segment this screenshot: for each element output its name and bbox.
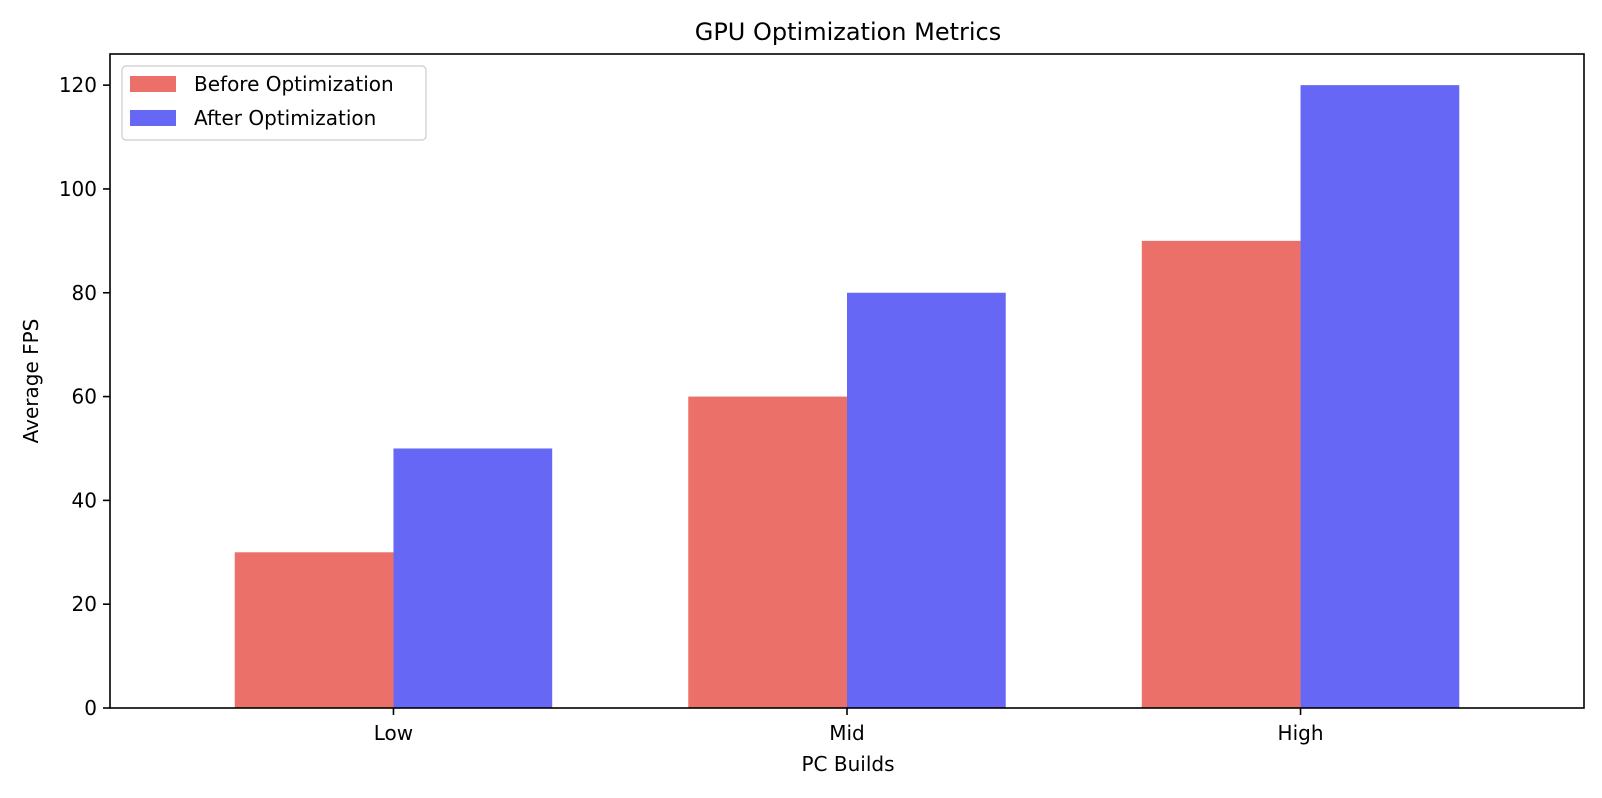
bar-after-high [1300, 85, 1460, 708]
chart-title: GPU Optimization Metrics [695, 18, 1002, 46]
y-axis-title: Average FPS [19, 319, 43, 444]
bars-layer [234, 85, 1460, 708]
y-tick-label: 0 [84, 696, 97, 720]
legend-box [121, 65, 427, 141]
y-axis: 0 20 40 60 80 100 120 [59, 73, 110, 720]
legend: Before Optimization After Optimization [121, 65, 427, 141]
bar-before-low [234, 552, 394, 708]
x-tick-label-low: Low [374, 721, 413, 745]
x-tick-label-high: High [1278, 721, 1324, 745]
legend-label-after: After Optimization [194, 106, 376, 130]
y-tick-label: 80 [72, 281, 97, 305]
bar-after-mid [847, 292, 1006, 708]
y-tick-label: 60 [72, 385, 97, 409]
bar-after-low [393, 448, 553, 708]
legend-label-before: Before Optimization [194, 72, 394, 96]
y-tick-label: 40 [72, 488, 97, 512]
legend-swatch-before [130, 76, 176, 92]
y-tick-label: 20 [72, 592, 97, 616]
bar-before-mid [688, 396, 847, 708]
y-tick-label: 100 [59, 177, 97, 201]
x-axis: Low Mid High [374, 708, 1324, 745]
y-tick-label: 120 [59, 73, 97, 97]
x-tick-label-mid: Mid [829, 721, 865, 745]
bar-before-high [1141, 240, 1301, 708]
x-axis-title: PC Builds [801, 752, 894, 776]
legend-swatch-after [130, 110, 176, 126]
